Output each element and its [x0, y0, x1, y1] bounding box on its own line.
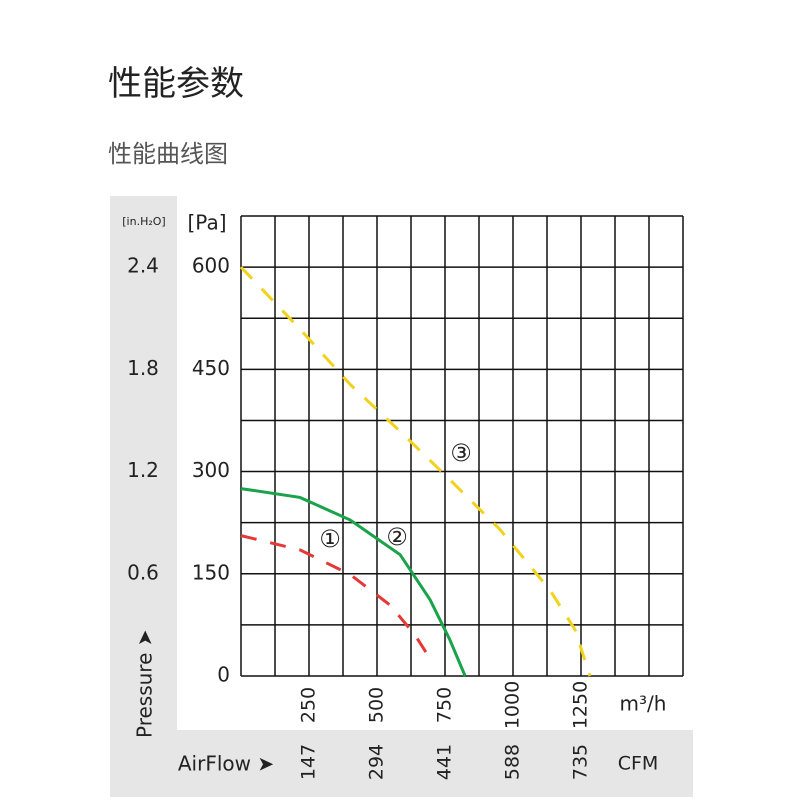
- x-tick-label: 750: [434, 687, 456, 723]
- x2-tick-label: 735: [570, 744, 592, 780]
- y-axis-label: [Pa]: [187, 211, 226, 235]
- y2-tick-label: 0.6: [127, 560, 159, 584]
- pressure-label: Pressure ➤: [133, 629, 157, 738]
- page-title: 性能参数: [108, 64, 244, 104]
- x-tick-label: 250: [298, 687, 320, 723]
- x2-panel: [110, 730, 693, 797]
- x-axis-label: m³/h: [620, 692, 667, 716]
- y-tick-label: 450: [192, 356, 230, 380]
- curve: [240, 534, 434, 663]
- curve: [240, 487, 467, 677]
- curve-label: ③: [450, 439, 472, 467]
- page-subtitle: 性能曲线图: [108, 140, 228, 168]
- x-tick-label: 500: [366, 687, 388, 723]
- curve-label: ①: [319, 525, 341, 553]
- x-tick-label: 1250: [570, 681, 592, 729]
- y-tick-label: 300: [192, 458, 230, 482]
- y-tick-label: 0: [217, 663, 230, 687]
- x-tick-label: 1000: [502, 681, 524, 729]
- x2-axis-label: CFM: [618, 753, 659, 775]
- airflow-label: AirFlow ➤: [178, 752, 274, 776]
- x2-tick-label: 147: [298, 744, 320, 780]
- x2-tick-label: 294: [366, 744, 388, 780]
- y2-tick-label: 1.2: [127, 458, 159, 482]
- y2-tick-label: 1.8: [127, 356, 159, 380]
- x2-tick-label: 441: [434, 744, 456, 780]
- curve-label: ②: [386, 523, 408, 551]
- x2-tick-label: 588: [502, 744, 524, 780]
- y-tick-label: 150: [192, 560, 230, 584]
- y2-panel: [110, 196, 177, 730]
- y-tick-label: 600: [192, 254, 230, 278]
- y2-tick-label: 2.4: [127, 254, 159, 278]
- y2-axis-label: [in.H₂O]: [122, 215, 165, 228]
